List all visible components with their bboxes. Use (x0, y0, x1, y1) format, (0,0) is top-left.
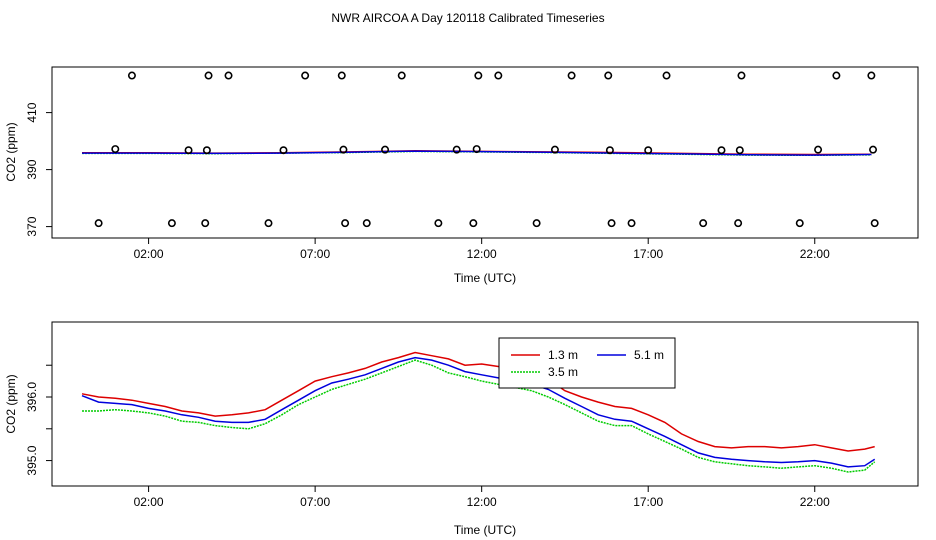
scatter-point (339, 145, 348, 154)
legend: 1.3 m 5.1 m 3.5 m (498, 337, 676, 389)
scatter-point (605, 146, 614, 155)
scatter-point (735, 146, 744, 155)
top-series-lines (82, 150, 872, 157)
y-tick-label: 370 (25, 216, 39, 236)
scatter-point (494, 71, 503, 80)
scatter-point (94, 219, 103, 228)
scatter-point (814, 145, 823, 154)
top-y-axis: 370 390 410 (25, 102, 52, 237)
scatter-point (381, 145, 390, 154)
bottom-y-axis-label: CO2 (ppm) (4, 374, 18, 433)
bottom-plot-frame (51, 321, 919, 487)
top-plot-frame (51, 66, 919, 239)
scatter-point (167, 219, 176, 228)
scatter-point (301, 71, 310, 80)
scatter-point (699, 219, 708, 228)
scatter-point (662, 71, 671, 80)
bottom-panel: 02:00 07:00 12:00 17:00 22:00 395.0 396.0 Tim… (4, 321, 919, 537)
top-scatter-points (94, 71, 879, 228)
x-tick-label: 17:00 (633, 247, 663, 261)
scatter-point (202, 146, 211, 155)
scatter-point (604, 71, 613, 80)
scatter-point (337, 71, 346, 80)
scatter-point (550, 145, 559, 154)
legend-label-5-1m: 5.1 m (634, 348, 664, 362)
scatter-point (567, 71, 576, 80)
x-tick-label: 12:00 (467, 495, 497, 509)
scatter-point (201, 219, 210, 228)
legend-label-3-5m: 3.5 m (548, 365, 578, 379)
scatter-point (832, 71, 841, 80)
bottom-series-lines (81, 351, 876, 473)
scatter-point (279, 146, 288, 155)
x-tick-label: 02:00 (134, 247, 164, 261)
scatter-point (737, 71, 746, 80)
scatter-point (627, 219, 636, 228)
bottom-y-axis: 395.0 396.0 (25, 364, 52, 476)
scatter-point (867, 71, 876, 80)
x-tick-label: 07:00 (300, 495, 330, 509)
scatter-point (734, 219, 743, 228)
x-tick-label: 17:00 (633, 495, 663, 509)
scatter-point (717, 146, 726, 155)
top-y-axis-label: CO2 (ppm) (4, 122, 18, 181)
y-tick-label: 410 (25, 102, 39, 122)
scatter-point (870, 219, 879, 228)
scatter-point (472, 145, 481, 154)
series-line-5-1-m (82, 150, 872, 156)
scatter-point (264, 219, 273, 228)
legend-label-1-3m: 1.3 m (548, 348, 578, 362)
scatter-point (204, 71, 213, 80)
scatter-point (397, 71, 406, 80)
series-line-5-1-m (81, 356, 876, 468)
top-x-axis-label: Time (UTC) (454, 271, 516, 285)
scatter-point (532, 219, 541, 228)
scatter-point (224, 71, 233, 80)
top-panel: 02:00 07:00 12:00 17:00 22:00 370 390 410 Time… (4, 66, 919, 285)
x-tick-label: 07:00 (300, 247, 330, 261)
x-tick-label: 02:00 (134, 495, 164, 509)
scatter-point (111, 145, 120, 154)
x-tick-label: 22:00 (800, 495, 830, 509)
legend-box (498, 337, 676, 389)
scatter-point (362, 219, 371, 228)
y-tick-label: 395.0 (25, 445, 39, 475)
scatter-point (341, 219, 350, 228)
scatter-point (452, 145, 461, 154)
scatter-point (127, 71, 136, 80)
bottom-x-axis: 02:00 07:00 12:00 17:00 22:00 (134, 486, 830, 509)
x-tick-label: 22:00 (800, 247, 830, 261)
scatter-point (869, 145, 878, 154)
top-x-axis: 02:00 07:00 12:00 17:00 22:00 (134, 238, 830, 261)
y-tick-label: 390 (25, 159, 39, 179)
bottom-x-axis-label: Time (UTC) (454, 523, 516, 537)
scatter-point (644, 146, 653, 155)
x-tick-label: 12:00 (467, 247, 497, 261)
scatter-point (795, 219, 804, 228)
series-line-1-3-m (81, 351, 875, 452)
figure-title: NWR AIRCOA A Day 120118 Calibrated Times… (331, 11, 604, 25)
scatter-point (607, 219, 616, 228)
scatter-point (184, 146, 193, 155)
y-tick-label: 396.0 (25, 382, 39, 412)
scatter-point (474, 71, 483, 80)
scatter-point (434, 219, 443, 228)
scatter-point (469, 219, 478, 228)
